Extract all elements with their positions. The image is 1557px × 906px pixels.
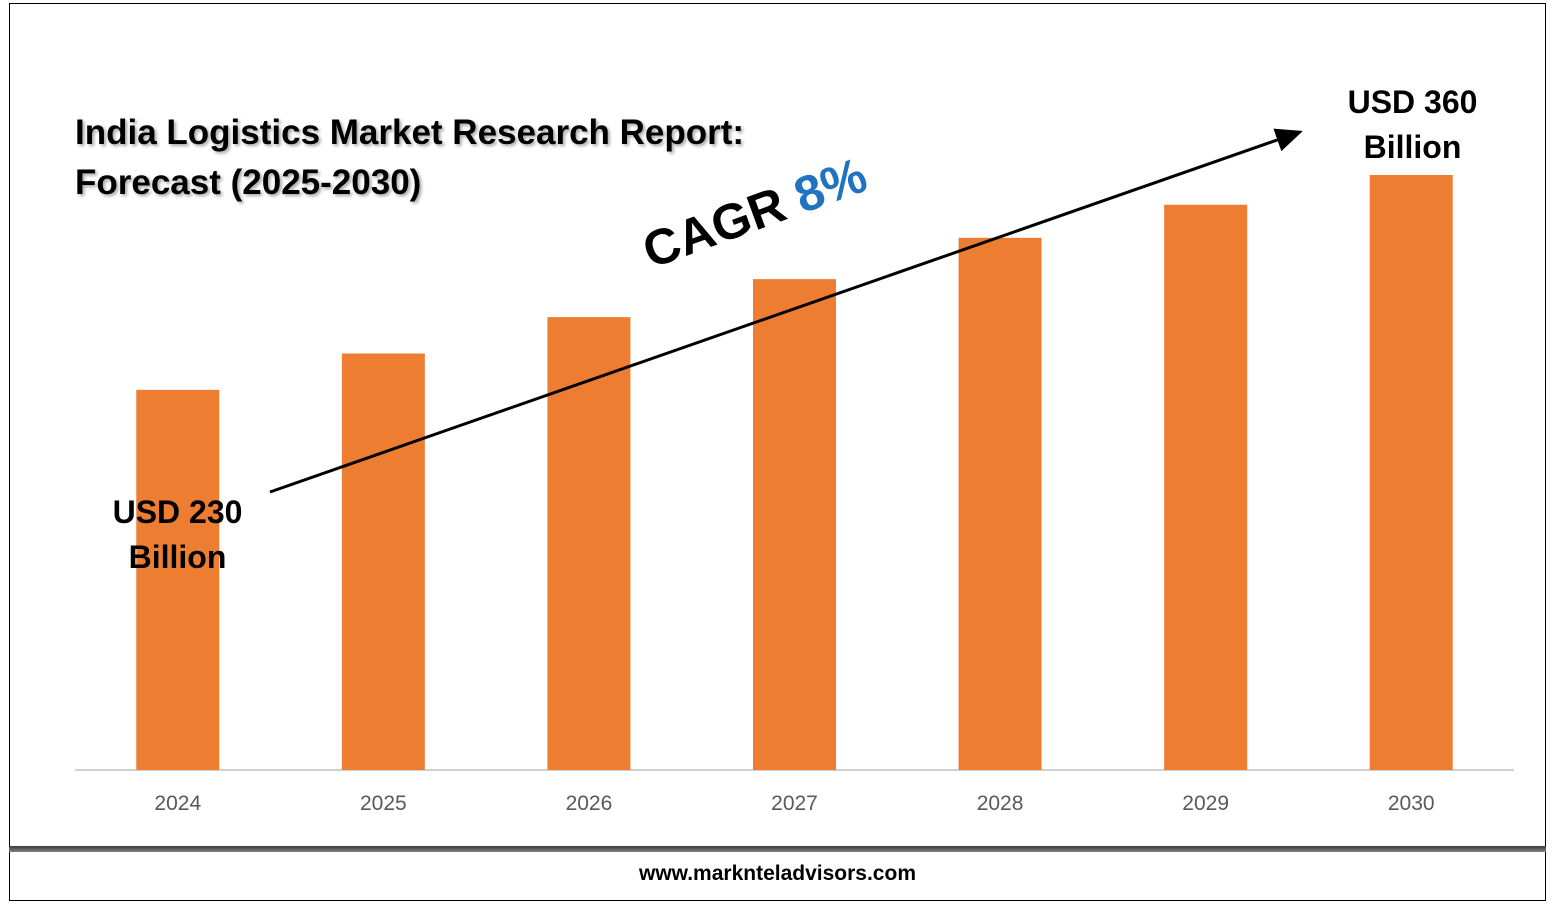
x-tick-label-2028: 2028: [977, 792, 1024, 815]
x-tick-label-2030: 2030: [1388, 792, 1435, 815]
footer: www.marknteladvisors.com: [9, 852, 1546, 901]
growth-arrow: [269, 128, 1303, 494]
start-value-line-1: USD 230: [112, 494, 243, 530]
start-value-line-2: Billion: [128, 539, 227, 575]
bar-2024: [136, 389, 220, 770]
chart-title: India Logistics Market Research Report: …: [75, 108, 744, 208]
bars-group: [136, 175, 1453, 771]
start-value-annotation: USD 230 Billion: [100, 490, 255, 580]
x-tick-label-2029: 2029: [1182, 792, 1229, 815]
bar-2027: [753, 279, 836, 770]
x-tick-label-2025: 2025: [360, 792, 407, 815]
bar-2030: [1369, 175, 1453, 770]
footer-divider: [9, 846, 1546, 854]
chart-title-line-1: India Logistics Market Research Report:: [75, 113, 745, 152]
bar-2026: [547, 317, 631, 770]
end-value-annotation: USD 360 Billion: [1335, 80, 1490, 170]
x-tick-label-2024: 2024: [154, 792, 201, 815]
x-tick-label-2027: 2027: [771, 792, 818, 815]
bar-2028: [958, 237, 1042, 771]
x-tick-labels: 2024 2025 2026 2027 2028 2029 2030: [154, 792, 1434, 815]
bar-2025: [341, 353, 425, 770]
end-value-line-2: Billion: [1363, 129, 1462, 165]
website-link[interactable]: www.marknteladvisors.com: [639, 862, 916, 885]
bar-2029: [1164, 204, 1248, 770]
x-tick-label-2026: 2026: [566, 792, 613, 815]
end-value-line-1: USD 360: [1347, 84, 1478, 120]
chart-title-line-2: Forecast (2025-2030): [75, 163, 422, 202]
